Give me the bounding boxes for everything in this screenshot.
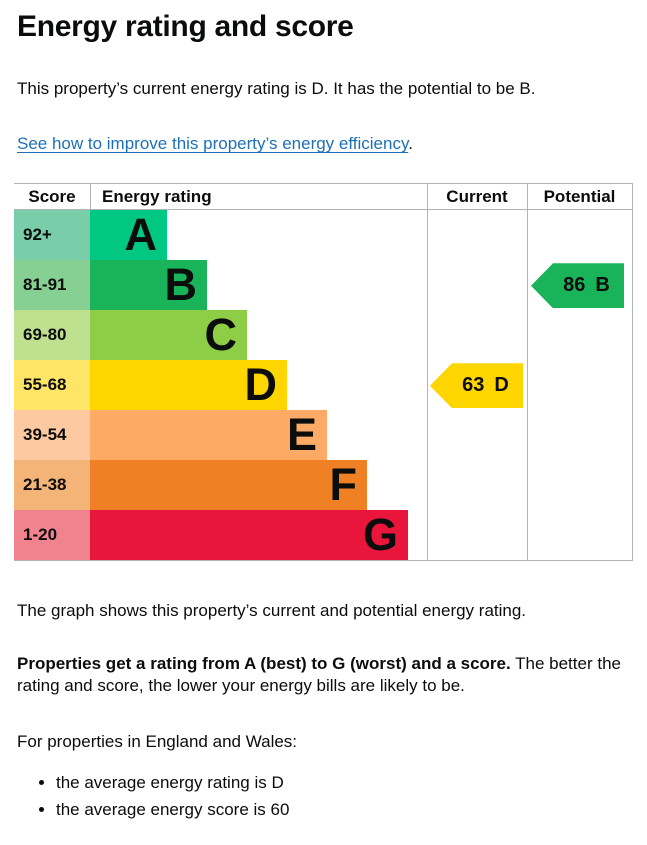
regions-heading: For properties in England and Wales: bbox=[17, 732, 298, 752]
band-letter-g: G bbox=[362, 509, 398, 561]
current-score: 63 bbox=[462, 374, 485, 397]
band-letter-f: F bbox=[329, 459, 358, 511]
current-rating-arrow: 63 D bbox=[430, 363, 523, 409]
band-row-g: 1-20 G bbox=[14, 509, 632, 561]
band-row-a: 92+ A bbox=[14, 209, 632, 261]
band-row-f: 21-38 F bbox=[14, 459, 632, 511]
improve-efficiency-link[interactable]: See how to improve this property’s energ… bbox=[17, 134, 409, 154]
link-suffix: . bbox=[408, 134, 413, 154]
band-bar-cell: G bbox=[90, 509, 632, 561]
graph-caption: The graph shows this property’s current … bbox=[17, 601, 527, 621]
page-title: Energy rating and score bbox=[17, 10, 354, 43]
band-row-e: 39-54 E bbox=[14, 409, 632, 461]
potential-score: 86 bbox=[563, 274, 586, 297]
current-column-divider bbox=[427, 184, 428, 561]
band-bar-g: G bbox=[90, 509, 408, 561]
band-score-range-c: 69-80 bbox=[14, 310, 90, 361]
band-bar-cell: B bbox=[90, 259, 632, 311]
epc-band-rows: 92+ A 81-91 B 69-80 C 55-68 D 39-54 E 21-38 F 1-20 G bbox=[14, 209, 632, 561]
band-bar-c: C bbox=[90, 309, 247, 361]
average-rating-item: the average energy rating is D bbox=[56, 769, 630, 797]
average-score-item: the average energy score is 60 bbox=[56, 796, 630, 824]
band-row-c: 69-80 C bbox=[14, 309, 632, 361]
band-letter-b: B bbox=[164, 259, 198, 311]
potential-band: B bbox=[595, 274, 610, 297]
energy-rating-page: Energy rating and score This property’s … bbox=[0, 0, 647, 824]
band-bar-b: B bbox=[90, 259, 207, 311]
band-bar-a: A bbox=[90, 209, 167, 261]
intro-text: This property’s current energy rating is… bbox=[17, 79, 536, 98]
band-bar-cell: D bbox=[90, 359, 632, 411]
band-score-range-e: 39-54 bbox=[14, 410, 90, 461]
epc-rating-chart: Score Energy rating Current Potential 92… bbox=[14, 183, 633, 562]
band-bar-cell: A bbox=[90, 209, 632, 261]
band-letter-d: D bbox=[244, 359, 278, 411]
band-bar-cell: E bbox=[90, 409, 632, 461]
potential-column-divider bbox=[527, 184, 528, 561]
band-bar-e: E bbox=[90, 409, 327, 461]
band-score-range-b: 81-91 bbox=[14, 260, 90, 311]
current-band: D bbox=[494, 374, 509, 397]
band-letter-e: E bbox=[286, 409, 317, 461]
chart-header-rating: Energy rating bbox=[102, 186, 212, 206]
band-bar-d: D bbox=[90, 359, 287, 411]
chart-header-potential: Potential bbox=[543, 186, 616, 206]
band-row-d: 55-68 D bbox=[14, 359, 632, 411]
band-score-range-d: 55-68 bbox=[14, 360, 90, 411]
averages-list: the average energy rating is D the avera… bbox=[17, 769, 630, 824]
band-bar-cell: F bbox=[90, 459, 632, 511]
chart-header-current: Current bbox=[446, 186, 508, 206]
chart-header: Score Energy rating Current Potential bbox=[14, 184, 632, 211]
rating-explanation: Properties get a rating from A (best) to… bbox=[17, 653, 630, 697]
band-score-range-a: 92+ bbox=[14, 210, 90, 261]
band-letter-c: C bbox=[204, 309, 238, 361]
rating-explanation-bold: Properties get a rating from A (best) to… bbox=[17, 654, 511, 674]
chart-header-score: Score bbox=[28, 186, 76, 206]
band-bar-f: F bbox=[90, 459, 367, 511]
band-row-b: 81-91 B bbox=[14, 259, 632, 311]
band-bar-cell: C bbox=[90, 309, 632, 361]
band-letter-a: A bbox=[124, 209, 158, 261]
potential-rating-arrow: 86 B bbox=[531, 263, 624, 309]
band-score-range-f: 21-38 bbox=[14, 460, 90, 511]
score-column-divider bbox=[90, 184, 91, 211]
rating-explanation-rest: The better the rating and score, the low… bbox=[17, 654, 621, 696]
improve-link-line: See how to improve this property’s energ… bbox=[17, 133, 630, 155]
band-score-range-g: 1-20 bbox=[14, 510, 90, 561]
